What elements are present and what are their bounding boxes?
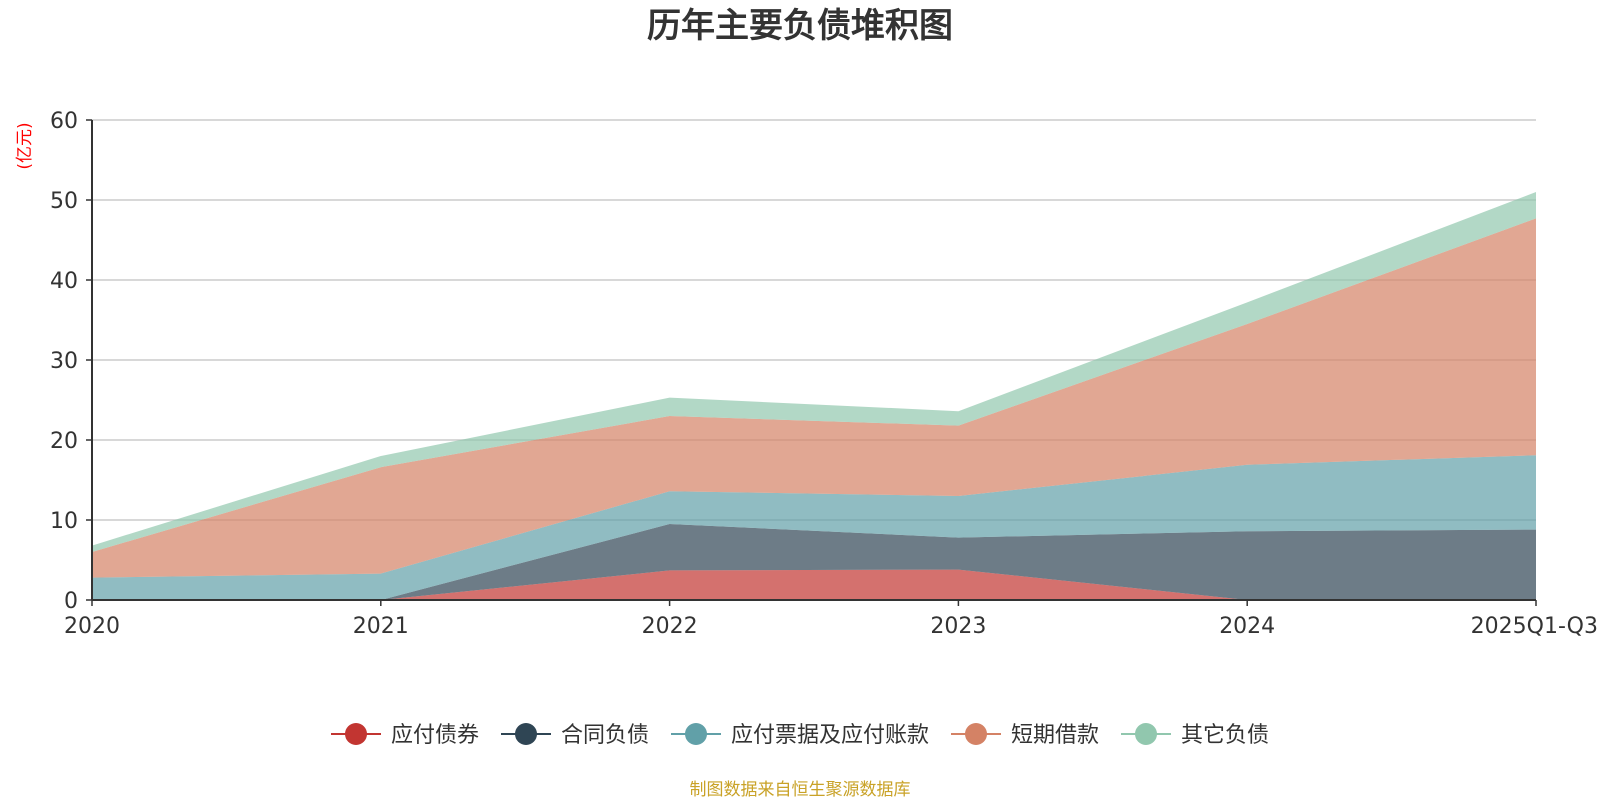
- series-areas: [92, 192, 1536, 600]
- x-tick-label: 2021: [353, 614, 409, 639]
- legend-item-3[interactable]: 应付票据及应付账款: [671, 723, 929, 748]
- y-tick-label: 10: [50, 509, 78, 534]
- legend-marker-icon: [345, 723, 367, 745]
- area-series-4[interactable]: [92, 218, 1536, 578]
- y-tick-label: 30: [50, 349, 78, 374]
- legend-label: 其它负债: [1181, 723, 1269, 748]
- legend-marker-icon: [1135, 723, 1157, 745]
- area-series-1[interactable]: [92, 569, 1536, 600]
- legend-marker-icon: [515, 723, 537, 745]
- legend-marker-icon: [685, 723, 707, 745]
- y-tick-label: 20: [50, 429, 78, 454]
- legend-item-5[interactable]: 其它负债: [1121, 723, 1269, 748]
- area-series-2[interactable]: [92, 524, 1536, 600]
- legend-label: 应付债券: [391, 723, 479, 748]
- legend-item-2[interactable]: 合同负债: [501, 723, 649, 748]
- legend-marker-icon: [965, 723, 987, 745]
- x-axis-ticks: 2020 2021 2022 2023 2024 2025Q1-Q3: [64, 600, 1598, 639]
- y-tick-label: 0: [64, 589, 78, 614]
- y-axis-unit-label: (亿元): [15, 122, 35, 169]
- x-tick-label: 2022: [642, 614, 698, 639]
- x-tick-label: 2025Q1-Q3: [1471, 614, 1598, 639]
- legend-item-4[interactable]: 短期借款: [951, 723, 1099, 748]
- y-tick-label: 40: [50, 269, 78, 294]
- y-axis-ticks: 0 10 20 30 40 50 60: [50, 109, 92, 614]
- chart-title: 历年主要负债堆积图: [647, 6, 953, 46]
- y-tick-label: 50: [50, 189, 78, 214]
- x-tick-label: 2023: [930, 614, 986, 639]
- area-series-3[interactable]: [92, 455, 1536, 600]
- legend-label: 应付票据及应付账款: [731, 723, 929, 748]
- y-tick-label: 60: [50, 109, 78, 134]
- x-tick-label: 2020: [64, 614, 120, 639]
- legend[interactable]: 应付债券 合同负债 应付票据及应付账款 短期借款 其它负债: [331, 723, 1269, 748]
- legend-label: 合同负债: [561, 723, 649, 748]
- legend-item-1[interactable]: 应付债券: [331, 723, 479, 748]
- x-tick-label: 2024: [1219, 614, 1275, 639]
- legend-label: 短期借款: [1011, 723, 1099, 748]
- data-source-note: 制图数据来自恒生聚源数据库: [690, 780, 911, 800]
